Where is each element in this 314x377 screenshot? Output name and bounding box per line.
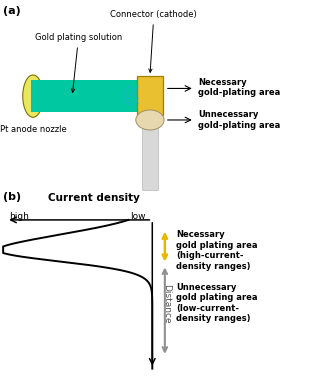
Text: Connector (cathode): Connector (cathode) <box>111 10 197 72</box>
Text: Distance: Distance <box>162 284 171 323</box>
Text: Unnecessary
gold plating area
(low-current-
density ranges): Unnecessary gold plating area (low-curre… <box>176 283 257 323</box>
Ellipse shape <box>136 110 164 130</box>
Text: Pt anode nozzle: Pt anode nozzle <box>0 125 66 134</box>
Text: Unnecessary
gold-plating area: Unnecessary gold-plating area <box>198 110 280 130</box>
Bar <box>142 113 158 190</box>
Text: Current density: Current density <box>48 193 140 203</box>
Bar <box>31 80 141 112</box>
Text: (b): (b) <box>3 192 21 202</box>
Text: Necessary
gold-plating area: Necessary gold-plating area <box>198 78 280 97</box>
Text: low: low <box>130 211 146 221</box>
Text: (a): (a) <box>3 6 21 16</box>
Ellipse shape <box>23 75 43 117</box>
Text: Gold plating solution: Gold plating solution <box>35 33 122 92</box>
Text: high: high <box>9 211 29 221</box>
Bar <box>137 76 163 115</box>
Text: Necessary
gold plating area
(high-current-
density ranges): Necessary gold plating area (high-curren… <box>176 230 257 271</box>
